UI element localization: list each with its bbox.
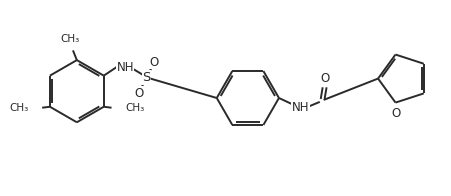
Text: CH₃: CH₃ [125,103,144,113]
Text: NH: NH [116,61,133,74]
Text: O: O [134,87,143,100]
Text: CH₃: CH₃ [9,103,28,113]
Text: CH₃: CH₃ [60,34,79,44]
Text: O: O [390,107,399,121]
Text: O: O [149,55,159,69]
Text: O: O [319,72,328,85]
Text: S: S [142,71,150,84]
Text: NH: NH [291,101,308,114]
